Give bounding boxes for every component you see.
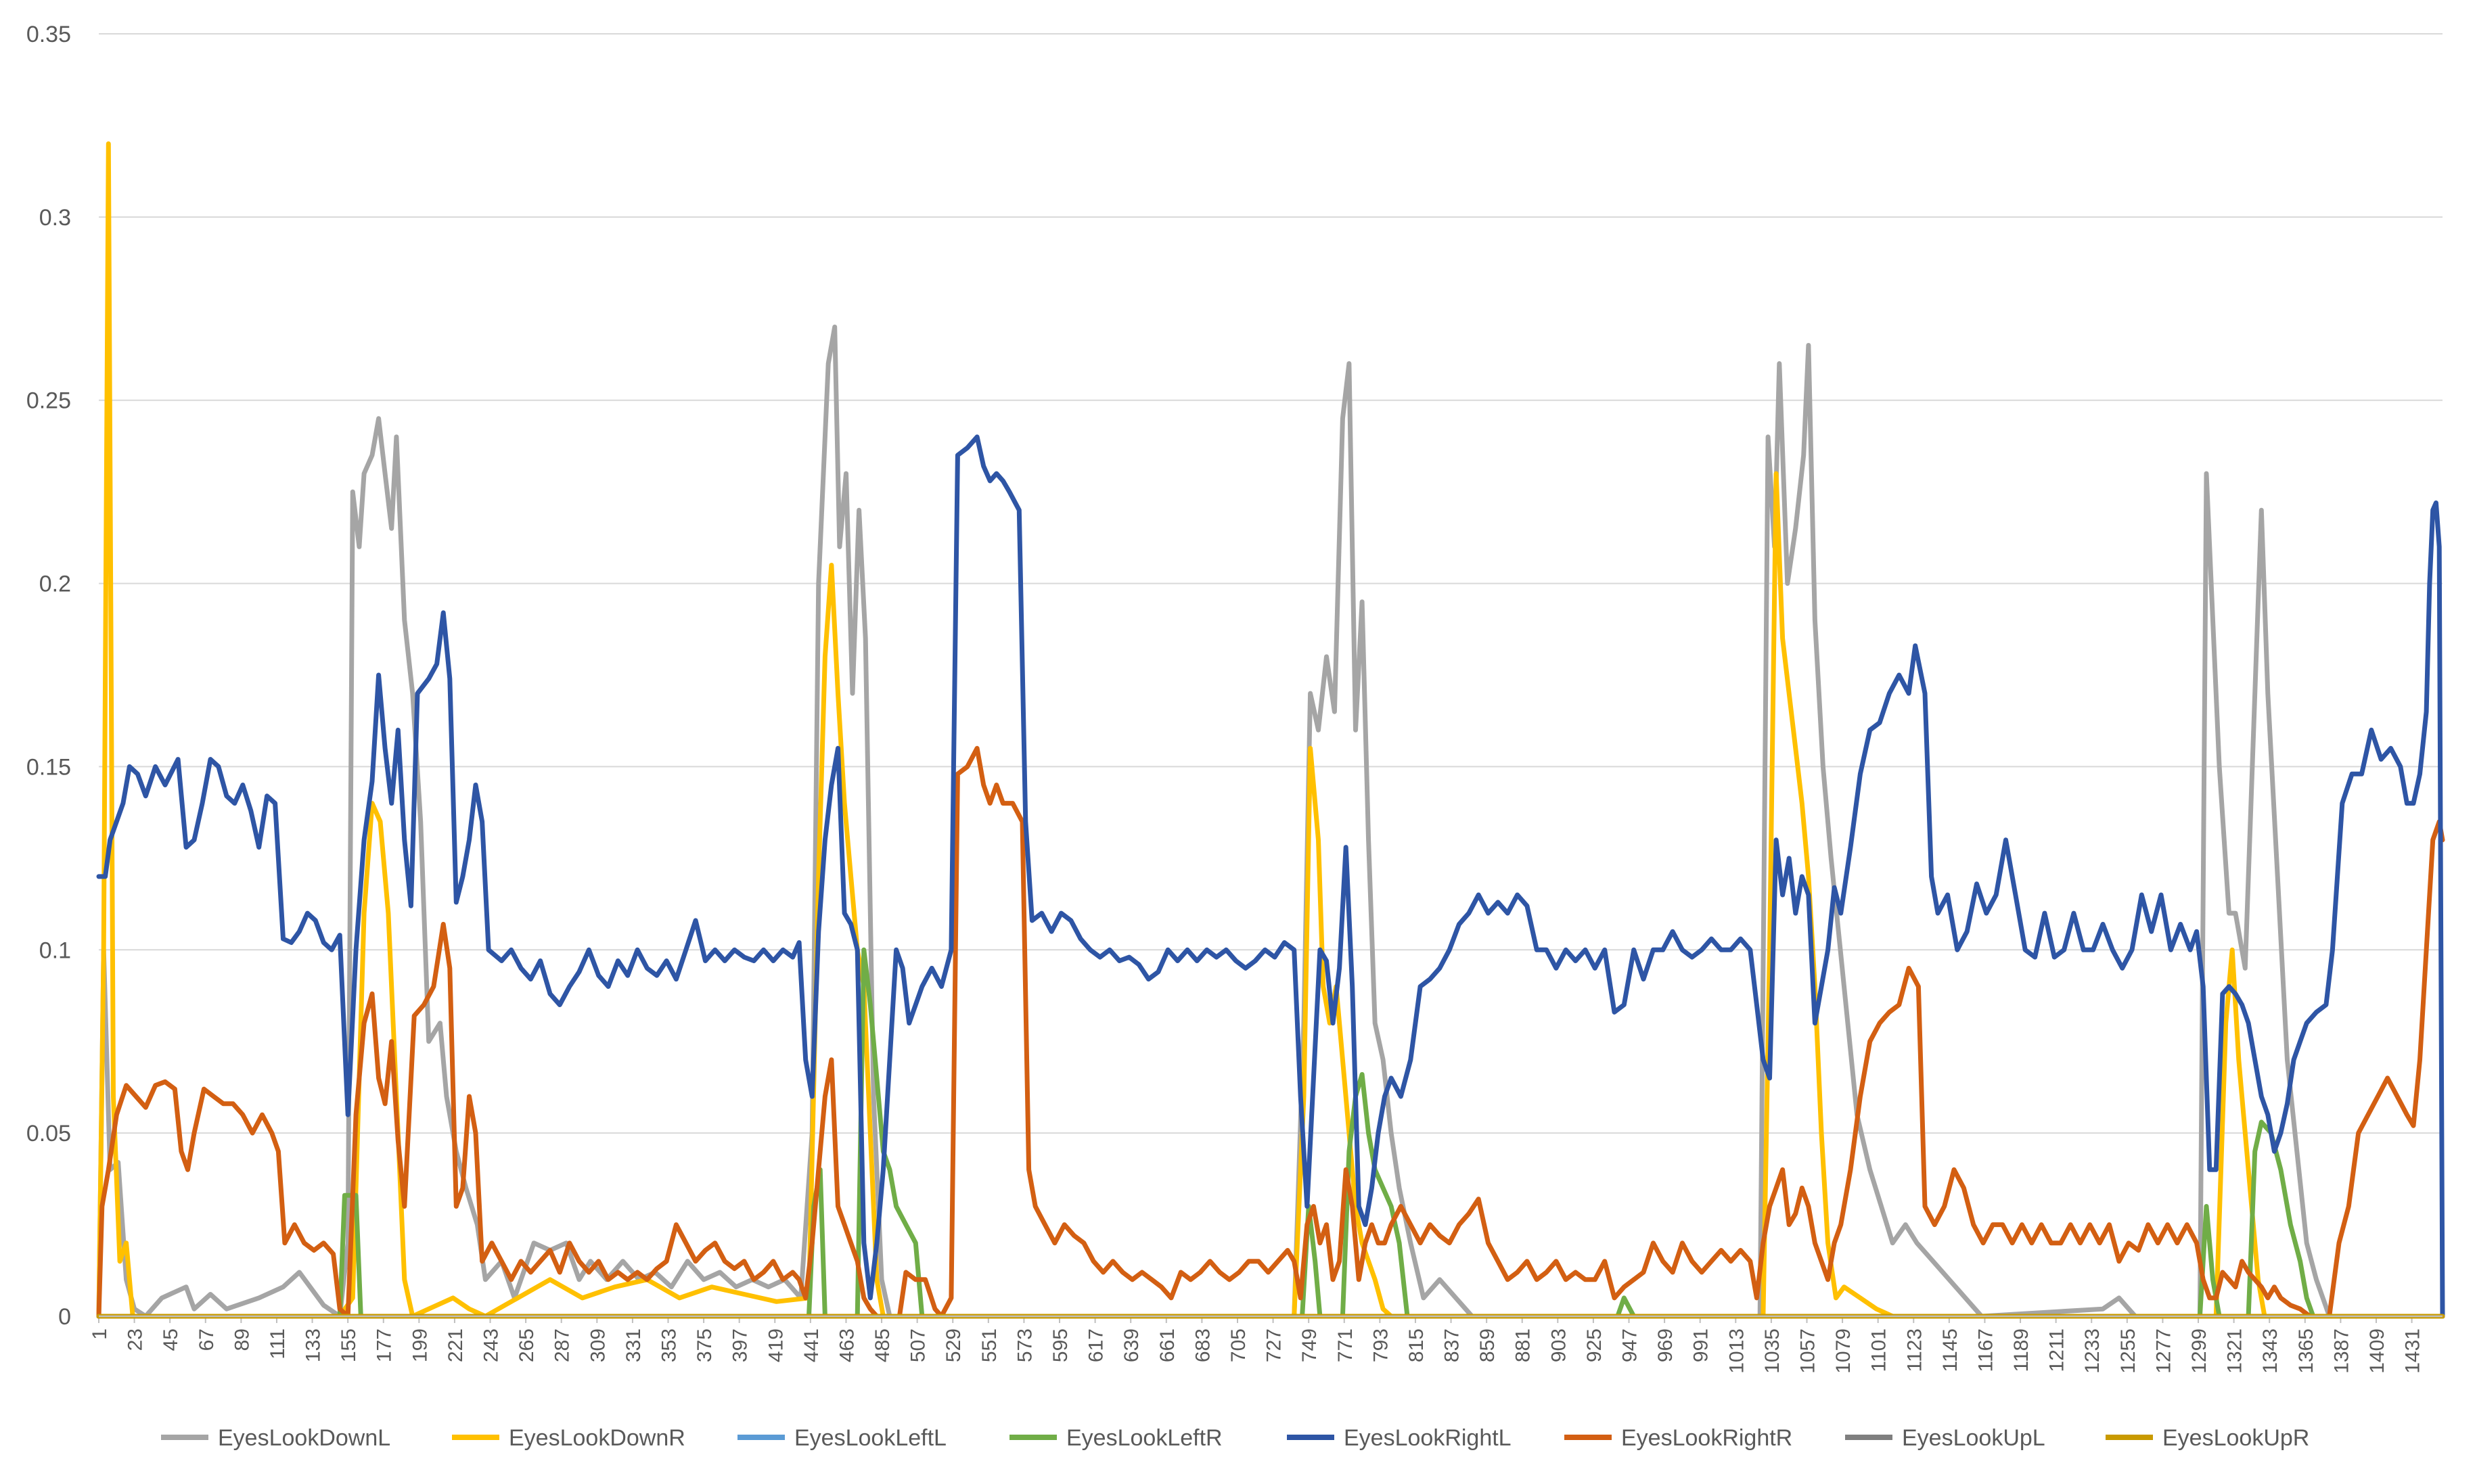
x-tick-label: 89 bbox=[231, 1328, 253, 1351]
x-tick-label: 617 bbox=[1085, 1328, 1108, 1362]
x-tick-label: 639 bbox=[1120, 1328, 1143, 1362]
legend-label: EyesLookRightR bbox=[1621, 1425, 1792, 1451]
series-lines bbox=[96, 141, 2445, 1319]
x-tick-label: 551 bbox=[978, 1328, 1001, 1362]
legend-label: EyesLookDownR bbox=[509, 1425, 685, 1451]
x-tick-label: 529 bbox=[943, 1328, 965, 1362]
legend-label: EyesLookUpR bbox=[2162, 1425, 2309, 1451]
x-tick-label: 1233 bbox=[2081, 1328, 2104, 1374]
y-tick-label: 0.15 bbox=[26, 754, 71, 780]
x-tick-label: 925 bbox=[1583, 1328, 1606, 1362]
x-tick-label: 1321 bbox=[2224, 1328, 2246, 1374]
legend-item-EyesLookLeftL: EyesLookLeftL bbox=[737, 1425, 947, 1451]
x-tick-label: 991 bbox=[1690, 1328, 1712, 1362]
x-tick-label: 1255 bbox=[2117, 1328, 2139, 1374]
y-tick-label: 0.3 bbox=[39, 205, 71, 231]
x-tick-label: 1299 bbox=[2188, 1328, 2210, 1374]
series-line-EyesLookRightR bbox=[96, 745, 2445, 1319]
x-tick-label: 1409 bbox=[2366, 1328, 2388, 1374]
y-tick-label: 0.35 bbox=[26, 22, 71, 47]
x-tick-label: 111 bbox=[267, 1328, 289, 1360]
legend-label: EyesLookLeftL bbox=[794, 1425, 947, 1451]
x-tick-label: 727 bbox=[1263, 1328, 1286, 1362]
x-tick-label: 749 bbox=[1298, 1328, 1321, 1362]
x-tick-label: 331 bbox=[622, 1328, 645, 1362]
legend-label: EyesLookUpL bbox=[1902, 1425, 2045, 1451]
x-tick-label: 947 bbox=[1619, 1328, 1641, 1362]
x-tick-label: 485 bbox=[871, 1328, 894, 1362]
x-tick-label: 1101 bbox=[1868, 1328, 1890, 1372]
x-axis-tick-labels: 1 23 45 67 89 111 133 155 177 199 221 243 265 287 309 3… bbox=[89, 1316, 2424, 1374]
x-tick-label: 1057 bbox=[1796, 1328, 1819, 1374]
x-tick-label: 1145 bbox=[1939, 1328, 1961, 1372]
legend-item-EyesLookRightR: EyesLookRightR bbox=[1564, 1425, 1792, 1451]
x-tick-label: 1013 bbox=[1725, 1328, 1748, 1374]
x-tick-label: 287 bbox=[551, 1328, 574, 1362]
x-tick-label: 1343 bbox=[2259, 1328, 2281, 1374]
y-tick-label: 0.25 bbox=[26, 388, 71, 414]
legend-item-EyesLookUpL: EyesLookUpL bbox=[1845, 1425, 2045, 1451]
x-tick-label: 243 bbox=[480, 1328, 503, 1362]
x-tick-label: 1079 bbox=[1832, 1328, 1855, 1374]
x-tick-label: 1 bbox=[89, 1328, 111, 1340]
x-tick-label: 1189 bbox=[2010, 1328, 2033, 1372]
x-tick-label: 815 bbox=[1405, 1328, 1428, 1362]
legend-label: EyesLookDownL bbox=[218, 1425, 390, 1451]
x-tick-label: 595 bbox=[1049, 1328, 1072, 1362]
x-tick-label: 1365 bbox=[2295, 1328, 2317, 1374]
x-tick-label: 573 bbox=[1014, 1328, 1036, 1362]
legend: EyesLookDownL EyesLookDownR EyesLookLeftL E… bbox=[161, 1425, 2309, 1451]
y-tick-label: 0 bbox=[58, 1304, 71, 1330]
x-tick-label: 1431 bbox=[2402, 1328, 2424, 1374]
x-tick-label: 265 bbox=[516, 1328, 538, 1362]
x-tick-label: 1277 bbox=[2152, 1328, 2175, 1374]
x-tick-label: 661 bbox=[1156, 1328, 1179, 1362]
y-axis-tick-labels: 0 0.05 0.1 0.15 0.2 0.25 0.3 0.35 bbox=[26, 22, 71, 1330]
legend-item-EyesLookDownL: EyesLookDownL bbox=[161, 1425, 390, 1451]
legend-item-EyesLookLeftR: EyesLookLeftR bbox=[1009, 1425, 1223, 1451]
x-tick-label: 969 bbox=[1654, 1328, 1677, 1362]
legend-item-EyesLookRightL: EyesLookRightL bbox=[1287, 1425, 1512, 1451]
x-tick-label: 441 bbox=[800, 1328, 823, 1362]
x-tick-label: 507 bbox=[907, 1328, 930, 1362]
x-tick-label: 1387 bbox=[2330, 1328, 2353, 1374]
x-tick-label: 1123 bbox=[1903, 1328, 1926, 1372]
legend-item-EyesLookDownR: EyesLookDownR bbox=[452, 1425, 685, 1451]
x-tick-label: 771 bbox=[1334, 1328, 1357, 1362]
x-tick-label: 155 bbox=[338, 1328, 360, 1362]
x-tick-label: 221 bbox=[445, 1328, 467, 1362]
x-tick-label: 881 bbox=[1512, 1328, 1535, 1362]
x-tick-label: 353 bbox=[658, 1328, 680, 1362]
x-tick-label: 793 bbox=[1369, 1328, 1392, 1362]
series-line-EyesLookDownL bbox=[96, 324, 2445, 1319]
x-tick-label: 23 bbox=[124, 1328, 147, 1351]
legend-item-EyesLookUpR: EyesLookUpR bbox=[2106, 1425, 2309, 1451]
y-tick-label: 0.05 bbox=[26, 1121, 71, 1146]
legend-label: EyesLookLeftR bbox=[1066, 1425, 1223, 1451]
y-tick-label: 0.2 bbox=[39, 572, 71, 597]
series-line-EyesLookRightL bbox=[96, 434, 2445, 1319]
x-tick-label: 1211 bbox=[2046, 1328, 2068, 1372]
x-tick-label: 837 bbox=[1441, 1328, 1463, 1362]
x-tick-label: 859 bbox=[1476, 1328, 1499, 1362]
legend-label: EyesLookRightL bbox=[1344, 1425, 1512, 1451]
x-tick-label: 683 bbox=[1191, 1328, 1214, 1362]
x-tick-label: 375 bbox=[694, 1328, 716, 1362]
x-tick-label: 705 bbox=[1227, 1328, 1250, 1362]
x-tick-label: 45 bbox=[160, 1328, 182, 1351]
x-tick-label: 199 bbox=[409, 1328, 431, 1362]
x-tick-label: 397 bbox=[729, 1328, 752, 1362]
x-tick-label: 309 bbox=[587, 1328, 609, 1362]
x-tick-label: 67 bbox=[196, 1328, 218, 1351]
x-tick-label: 903 bbox=[1547, 1328, 1570, 1362]
x-tick-label: 133 bbox=[302, 1328, 325, 1362]
x-tick-label: 1035 bbox=[1761, 1328, 1784, 1374]
y-tick-label: 0.1 bbox=[39, 937, 71, 963]
x-tick-label: 177 bbox=[373, 1328, 396, 1362]
x-tick-label: 1167 bbox=[1974, 1328, 1997, 1372]
x-tick-label: 419 bbox=[765, 1328, 787, 1362]
x-tick-label: 463 bbox=[836, 1328, 858, 1362]
